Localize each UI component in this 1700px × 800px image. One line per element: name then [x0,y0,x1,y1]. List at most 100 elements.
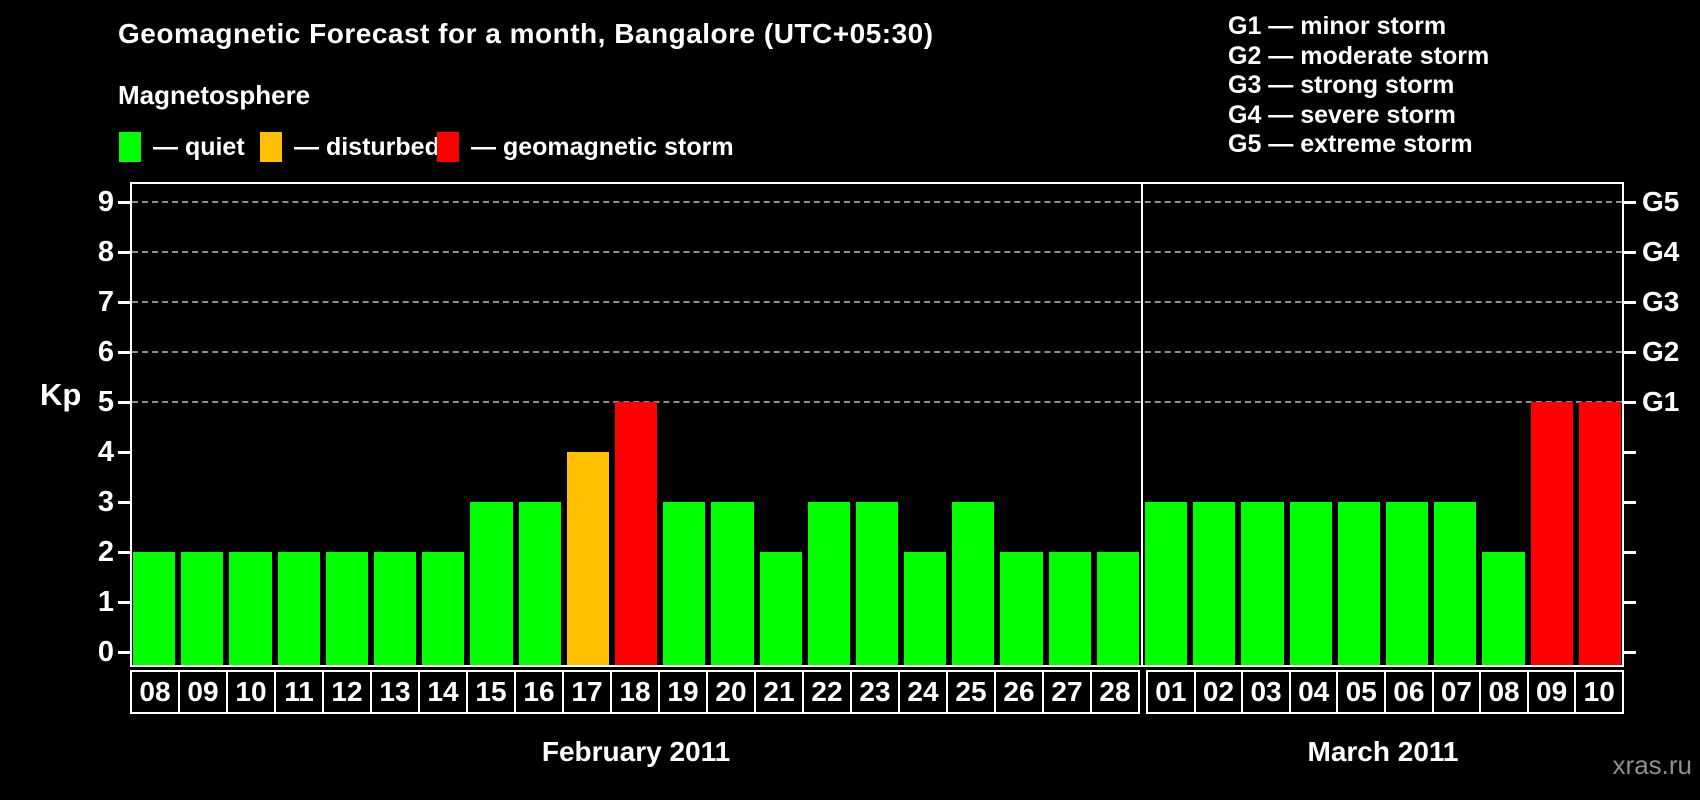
kp-bar [373,552,417,665]
page-title: Geomagnetic Forecast for a month, Bangal… [118,18,934,49]
kp-bar [181,552,224,665]
kp-bar [855,502,899,665]
day-label: 08 [1479,670,1529,714]
y-axis-label: 4 [97,436,114,468]
kp-bar [614,402,658,665]
storm-color-swatch [437,132,459,162]
axis-tick [1624,301,1636,304]
y-axis-label: 6 [97,336,114,368]
kp-bar [663,502,706,665]
axis-tick [1624,401,1636,404]
magnetosphere-legend-heading: Magnetosphere [118,80,311,110]
axis-tick [118,651,130,654]
gridline [132,201,1622,203]
legend-item-storm: — geomagnetic storm [437,130,734,164]
axis-tick [1624,201,1636,204]
axis-tick [118,451,130,454]
day-label: 09 [178,670,228,714]
day-label: 04 [1288,670,1339,714]
day-label: 18 [610,670,660,714]
legend-item-label: — quiet [153,132,245,161]
kp-bar [277,552,320,665]
axis-tick [1624,651,1636,654]
day-label: 22 [802,670,852,714]
kp-bar [1048,552,1091,665]
y-axis-label: 7 [97,286,114,318]
magnetosphere-legend: — quiet — disturbed — geomagnetic storm [0,130,1100,164]
y-axis-label: 1 [97,586,114,618]
day-label: 12 [322,670,372,714]
kp-bar [807,502,850,665]
day-label: 13 [370,670,420,714]
kp-bar [1000,552,1043,665]
kp-bar [422,552,465,665]
kp-bar [759,552,802,665]
y-axis-label: 5 [97,386,114,418]
day-label: 14 [418,670,468,714]
day-label: 01 [1146,670,1196,714]
month-separator-line [1141,182,1144,667]
axis-tick [118,401,130,404]
gridline [132,351,1622,353]
axis-tick [118,601,130,604]
day-label: 10 [226,670,276,714]
watermark: xras.ru [1612,750,1692,780]
g-scale-legend-line: G1 — minor storm [1228,12,1447,40]
axis-tick [118,501,130,504]
y-axis-label: 9 [97,186,114,218]
axis-tick [1624,551,1636,554]
day-label: 21 [754,670,804,714]
day-label-row: 08 09 10 11 12 13 14 15 16 17 18 19 20 21 22 23 24 25 26 27… [130,670,1140,714]
y-axis-label: 3 [97,486,114,518]
plot-frame [130,182,1624,667]
kp-bar [1530,402,1573,665]
quiet-color-swatch [119,132,141,162]
day-label: 16 [514,670,564,714]
day-label: 19 [658,670,708,714]
kp-bar [1578,402,1621,665]
day-label: 27 [1042,670,1092,714]
axis-tick [118,551,130,554]
kp-bar [1337,502,1381,665]
day-label: 24 [898,670,948,714]
kp-bar [1193,502,1236,665]
day-label-row: 01 02 03 04 05 06 07 08 09 10 [1146,670,1624,714]
axis-tick [1624,351,1636,354]
g-scale-axis-label: G4 [1642,236,1680,267]
kp-bar [1289,502,1332,665]
day-label: 02 [1193,670,1244,714]
kp-bar [1434,502,1477,665]
g-scale-legend-line: G3 — strong storm [1228,71,1455,99]
kp-bar [1241,502,1284,665]
kp-bar [1482,552,1525,665]
axis-tick [1624,501,1636,504]
day-label: 03 [1241,670,1291,714]
kp-bar [470,502,513,665]
axis-tick [1624,601,1636,604]
gridline [132,251,1622,253]
disturbed-color-swatch [260,132,282,162]
g-scale-axis-label: G1 [1642,386,1680,417]
legend-item-label: — disturbed [294,132,440,161]
g-scale-axis-label: G3 [1642,286,1680,317]
day-label: 06 [1384,670,1434,714]
day-label: 08 [130,670,180,714]
day-label: 20 [706,670,756,714]
gridline [132,301,1622,303]
g-scale-legend-line: G5 — extreme storm [1228,130,1473,158]
legend-item-quiet: — quiet [119,130,245,164]
kp-bar [904,552,947,665]
kp-bar [518,502,561,665]
legend-item-label: — geomagnetic storm [471,132,734,161]
day-label: 10 [1574,670,1624,714]
day-label: 09 [1526,670,1577,714]
day-label: 28 [1090,670,1140,714]
g-scale-legend-line: G4 — severe storm [1228,100,1456,129]
kp-bar [325,552,368,665]
day-label: 11 [274,670,324,714]
month-label: February 2011 [541,736,731,767]
kp-bar [133,552,176,665]
gridline [132,401,1622,403]
axis-tick [1624,251,1636,254]
